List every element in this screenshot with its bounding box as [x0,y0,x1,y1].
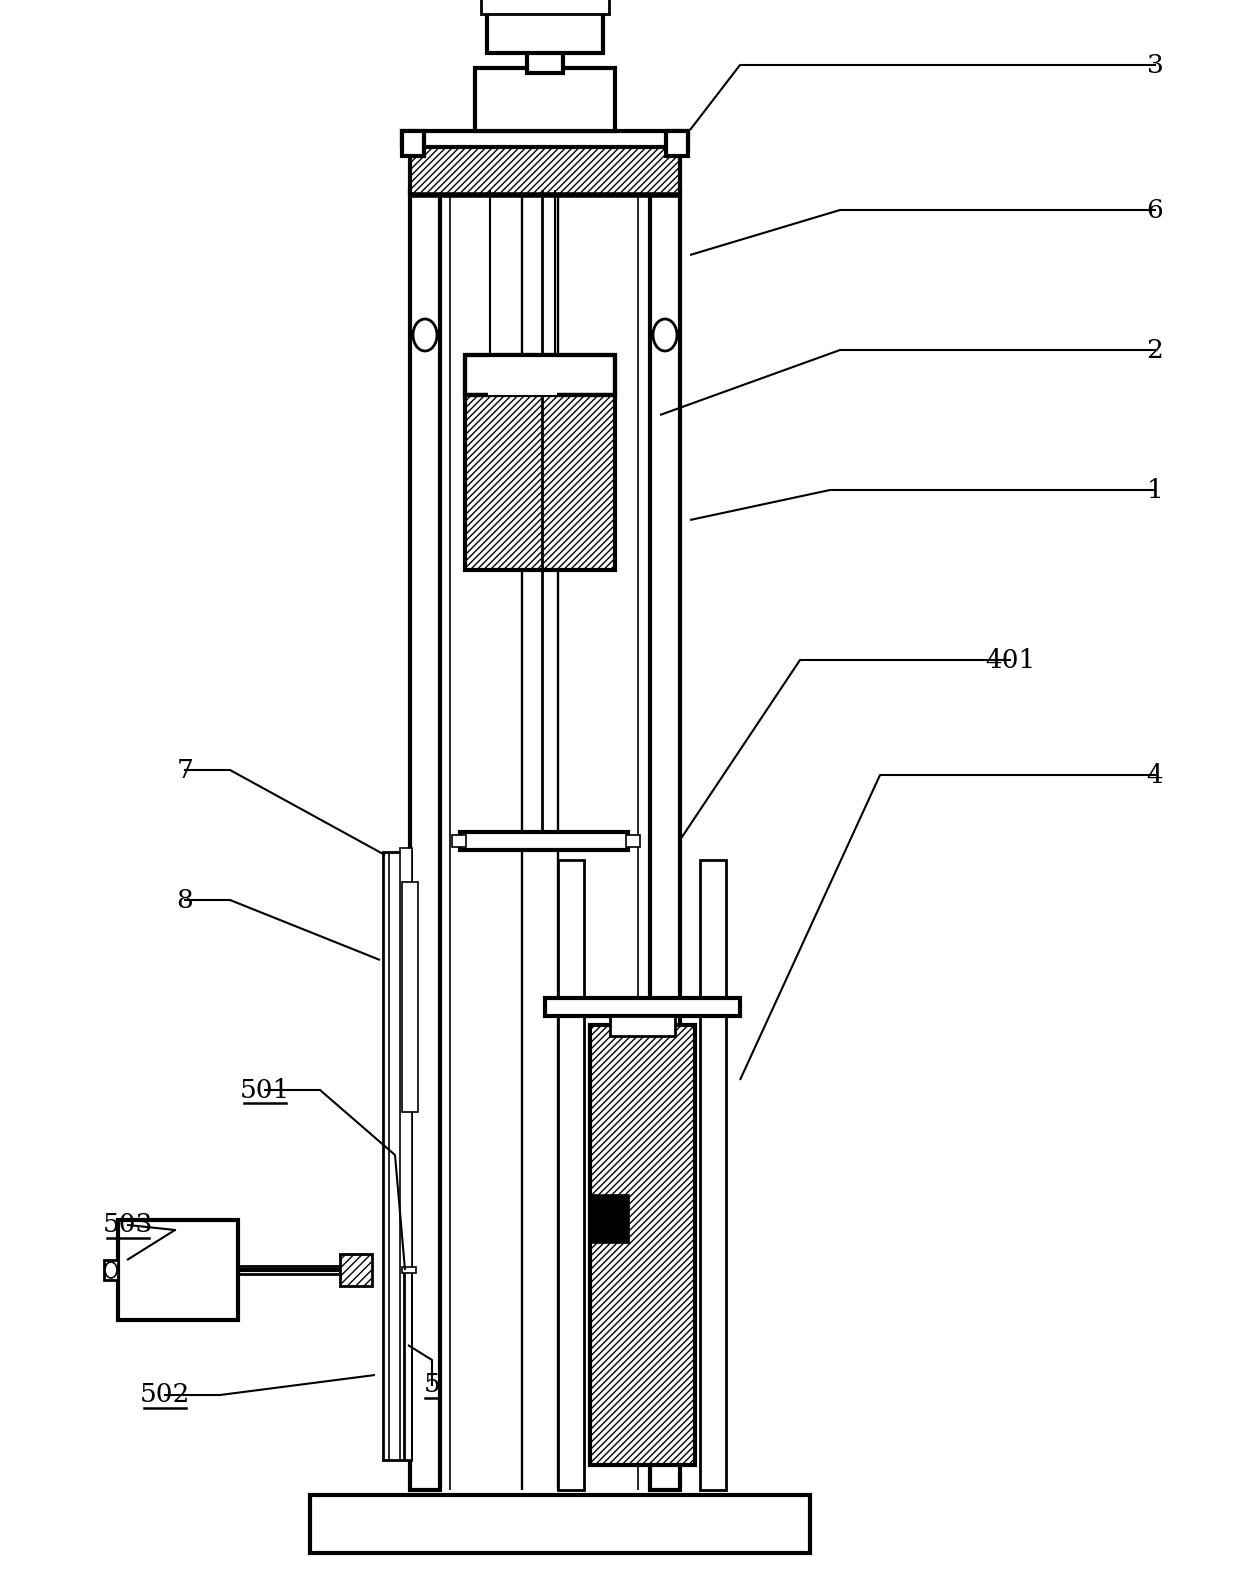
Bar [546,998,740,1015]
Bar [118,1219,238,1320]
Bar [460,832,627,850]
Bar [402,1267,415,1274]
Ellipse shape [653,319,677,351]
Bar [590,1025,694,1465]
Text: 6: 6 [1147,198,1163,223]
Text: 2: 2 [1147,338,1163,362]
Bar [340,1254,372,1286]
Text: 7: 7 [176,757,193,783]
Bar [310,1495,810,1553]
Bar [591,1196,629,1243]
Bar [402,881,418,1113]
Bar [487,10,603,53]
Bar [475,69,615,131]
Bar [626,835,640,846]
Bar [410,143,680,194]
Bar [410,190,440,1490]
Bar [650,190,680,1490]
Bar [453,835,466,846]
Bar [401,848,412,1460]
Text: 503: 503 [103,1213,154,1237]
Bar [527,48,563,73]
Text: 401: 401 [985,647,1035,673]
Ellipse shape [413,319,436,351]
Bar [610,1015,675,1036]
Bar [402,131,424,156]
Bar [701,861,725,1490]
Bar [666,131,688,156]
Bar [104,1259,118,1280]
Text: 1: 1 [1147,478,1163,502]
Text: 501: 501 [239,1078,290,1103]
Bar [558,861,584,1490]
Bar [402,131,688,147]
Ellipse shape [105,1262,117,1278]
Bar [465,395,615,571]
Text: 8: 8 [176,888,193,912]
Bar [481,0,609,14]
Bar [489,357,557,395]
Text: 5: 5 [424,1372,440,1398]
Bar [383,853,410,1460]
Text: 4: 4 [1147,762,1163,787]
Text: 3: 3 [1147,53,1163,78]
Text: 502: 502 [140,1382,190,1408]
Bar [465,355,615,395]
